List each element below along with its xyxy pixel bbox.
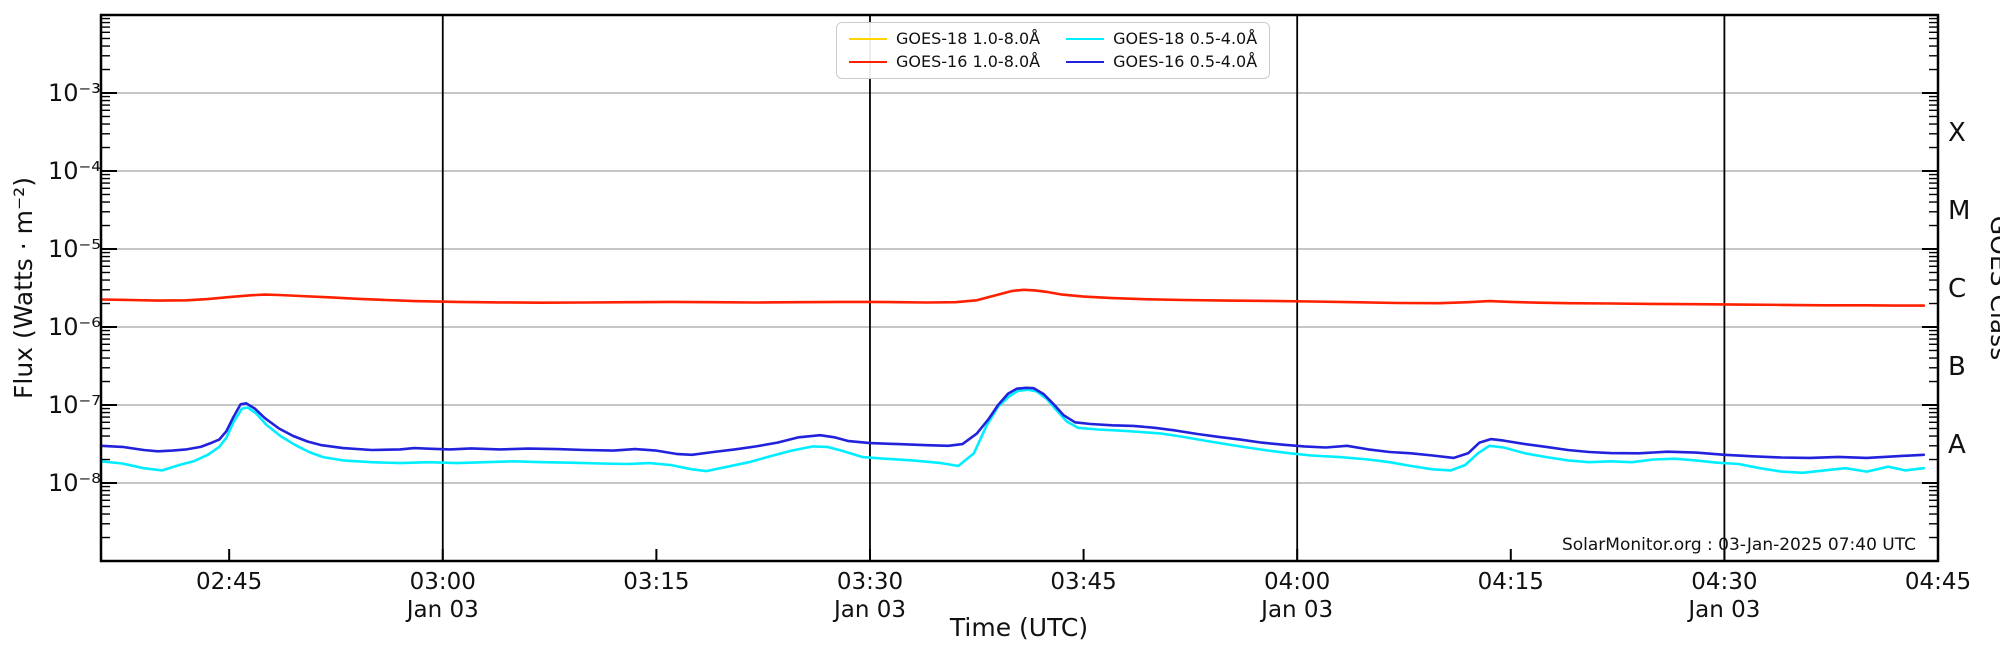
goes-class-letter: B (1948, 352, 1966, 382)
legend-line-swatch (849, 61, 887, 63)
plot-frame (99, 13, 1940, 563)
legend-label: GOES-16 0.5-4.0Å (1113, 52, 1258, 71)
x-axis-title: Time (UTC) (949, 613, 1088, 642)
goes-class-letter: X (1948, 118, 1966, 148)
goes-class-letter: A (1948, 430, 1966, 460)
y-tick-label: 10⁻³ (48, 79, 101, 107)
x-tick-date: Jan 03 (1259, 597, 1333, 623)
x-tick-label: 03:00 (410, 569, 476, 595)
y-tick-label: 10⁻⁶ (48, 313, 101, 341)
x-tick-date: Jan 03 (1686, 597, 1760, 623)
series-goes16-short (99, 386, 1926, 460)
y-tick-label: 10⁻⁴ (48, 157, 101, 185)
x-tick-label: 03:30 (837, 569, 903, 595)
tick-layer (101, 17, 1938, 561)
x-tick-label: 04:15 (1478, 569, 1544, 595)
series-layer (99, 288, 1926, 475)
y-tick-label: 10⁻⁸ (48, 469, 101, 497)
series-goes18-short (99, 388, 1926, 475)
legend-line-swatch (1066, 38, 1105, 40)
x-tick-date: Jan 03 (832, 597, 906, 623)
legend-label: GOES-18 1.0-8.0Å (896, 29, 1041, 48)
x-tick-label: 03:45 (1050, 569, 1116, 595)
legend-label: GOES-16 1.0-8.0Å (896, 52, 1041, 71)
y-axis-title: Flux (Watts · m⁻²) (9, 177, 38, 399)
y-tick-label: 10⁻⁵ (48, 235, 101, 263)
x-tick-label: 04:45 (1905, 569, 1971, 595)
frame-layer (99, 13, 1940, 563)
legend-item-goes18-short: GOES-18 0.5-4.0Å (1066, 29, 1257, 49)
legend-item-goes16-long: GOES-16 1.0-8.0Å (849, 52, 1040, 72)
legend-item-goes16-short: GOES-16 0.5-4.0Å (1066, 52, 1257, 72)
x-tick-label: 02:45 (196, 569, 262, 595)
x-tick-label: 04:00 (1264, 569, 1330, 595)
legend-item-goes18-long: GOES-18 1.0-8.0Å (849, 29, 1040, 49)
legend-line-swatch (1066, 61, 1105, 63)
legend-line-swatch (849, 38, 887, 40)
goes-class-letter: C (1948, 274, 1966, 304)
series-goes16-long (99, 288, 1926, 307)
grid-layer (101, 15, 1938, 561)
x-tick-label: 04:30 (1691, 569, 1757, 595)
goes-class-letter: M (1948, 196, 1970, 226)
legend-label: GOES-18 0.5-4.0Å (1113, 29, 1258, 48)
right-axis-title: GOES Class (1985, 216, 2000, 360)
y-tick-label: 10⁻⁷ (48, 391, 101, 419)
x-tick-date: Jan 03 (405, 597, 479, 623)
watermark-text: SolarMonitor.org : 03-Jan-2025 07:40 UTC (1562, 535, 1916, 555)
legend: GOES-18 1.0-8.0Å GOES-16 1.0-8.0Å GOES-18 … (836, 22, 1271, 79)
x-tick-label: 03:15 (623, 569, 689, 595)
